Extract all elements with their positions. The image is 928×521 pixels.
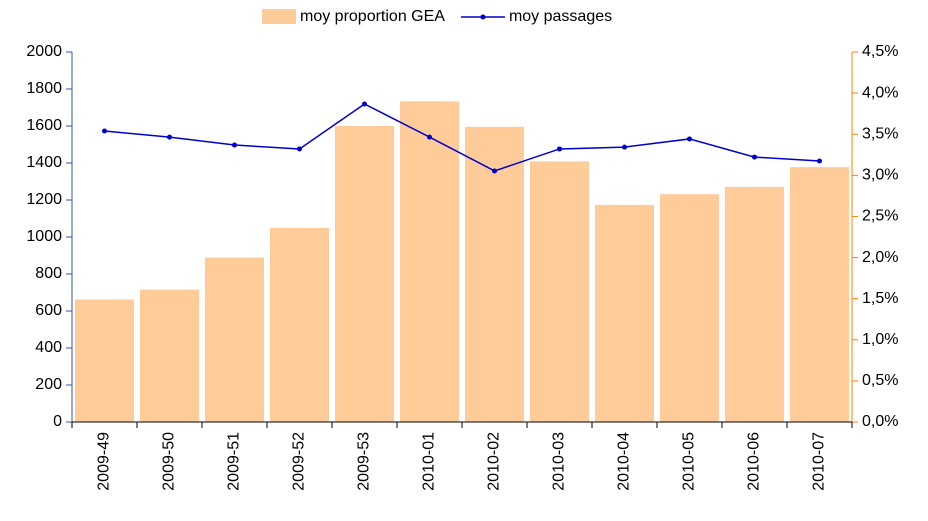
point (752, 154, 757, 160)
bar (530, 161, 589, 422)
y-tick-label: 800 (35, 265, 62, 282)
x-tick-label: 2010-03 (551, 432, 568, 491)
point (167, 134, 172, 140)
point (492, 168, 497, 174)
point (687, 136, 692, 142)
y-tick-label: 0 (53, 413, 62, 430)
bar (140, 289, 199, 422)
y2-tick-label: 3,5% (862, 125, 898, 142)
x-tick-label: 2010-04 (616, 432, 633, 491)
bar (595, 204, 654, 422)
y2-tick-label: 1,0% (862, 331, 898, 348)
point (557, 146, 562, 152)
legend-label: moy passages (509, 8, 612, 25)
x-tick-label: 2010-05 (681, 432, 698, 491)
bar (335, 126, 394, 422)
point (427, 134, 432, 140)
point (102, 128, 107, 134)
x-tick-label: 2009-49 (96, 432, 113, 491)
bar (205, 257, 264, 422)
line (104, 103, 820, 172)
x-tick-label: 2009-50 (161, 432, 178, 491)
x-tick-label: 2009-51 (226, 432, 243, 491)
point (297, 146, 302, 152)
y2-tick-label: 2,5% (862, 208, 898, 225)
y2-tick-label: 0,0% (862, 413, 898, 430)
point (622, 144, 627, 150)
y-tick-label: 200 (35, 376, 62, 393)
y-tick-label: 1600 (26, 117, 62, 134)
legend-marker (480, 14, 486, 20)
bar (725, 186, 784, 422)
y2-tick-label: 4,5% (862, 43, 898, 60)
legend-swatch (262, 9, 296, 24)
point (362, 101, 367, 107)
x-tick-label: 2009-53 (356, 432, 373, 491)
x-tick-label: 2009-52 (291, 432, 308, 491)
point (232, 142, 237, 148)
point (817, 158, 822, 164)
bar (465, 126, 524, 423)
x-tick-label: 2010-06 (746, 432, 763, 491)
y2-tick-label: 3,0% (862, 167, 898, 184)
x-tick-label: 2010-07 (811, 432, 828, 491)
y-tick-label: 600 (35, 302, 62, 319)
y-tick-label: 1400 (26, 154, 62, 171)
y-tick-label: 1800 (26, 80, 62, 97)
y-tick-label: 400 (35, 339, 62, 356)
y2-tick-label: 4,0% (862, 84, 898, 101)
bar (790, 167, 849, 422)
y2-tick-label: 2,0% (862, 249, 898, 266)
y2-tick-label: 0,5% (862, 372, 898, 389)
bar (660, 194, 719, 422)
x-tick-label: 2010-01 (421, 432, 438, 491)
y-tick-label: 1000 (26, 228, 62, 245)
x-tick-label: 2010-02 (486, 432, 503, 491)
legend-label: moy proportion GEA (300, 8, 445, 25)
bar (75, 299, 134, 422)
y2-tick-label: 1,5% (862, 290, 898, 307)
y-tick-label: 1200 (26, 191, 62, 208)
bar (270, 227, 329, 422)
y-tick-label: 2000 (26, 43, 62, 60)
bar (400, 101, 459, 422)
